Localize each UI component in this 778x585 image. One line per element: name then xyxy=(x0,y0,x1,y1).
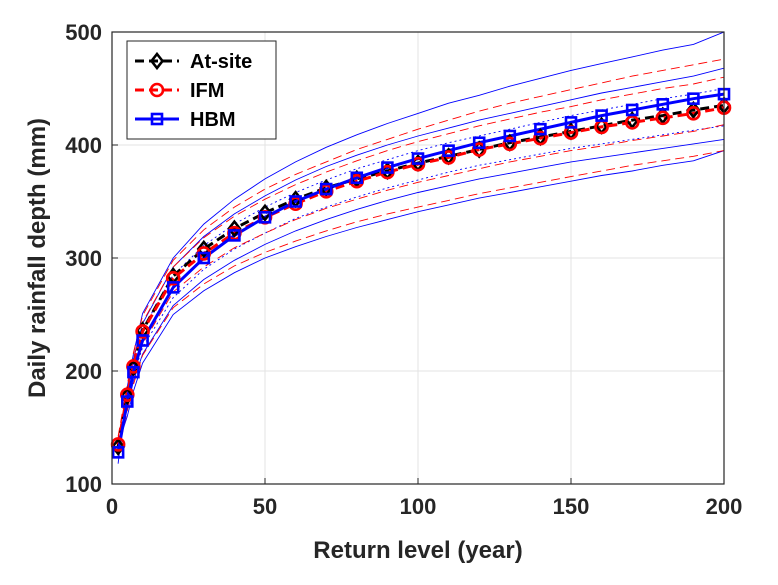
marker-hbm-point xyxy=(687,92,700,105)
marker-hbm-point xyxy=(656,98,670,111)
legend-label: HBM xyxy=(190,109,236,131)
marker-ifm-point xyxy=(165,271,181,286)
bound-line-0 xyxy=(117,32,724,464)
marker-at-site-point xyxy=(126,358,141,377)
marker-hbm-point xyxy=(625,103,639,117)
series-lines xyxy=(116,92,724,453)
y-tick-label: 400 xyxy=(65,133,102,158)
x-tick-label: 0 xyxy=(106,494,118,519)
x-axis-ticks: 0 50 100 150 200 xyxy=(106,478,742,519)
marker-hbm-point xyxy=(136,334,149,347)
marker-hbm-point xyxy=(595,109,608,122)
marker-hbm-point xyxy=(564,116,578,129)
y-axis-ticks: 100 200 300 400 500 xyxy=(65,20,118,497)
legend-marker-circle-icon xyxy=(149,82,165,98)
legend-item-at-site: At-site xyxy=(135,51,252,73)
uncertainty-bounds xyxy=(117,32,724,464)
x-tick-label: 50 xyxy=(253,494,277,519)
series-line-hbm xyxy=(116,92,724,453)
marker-hbm-point xyxy=(111,446,125,459)
y-tick-label: 200 xyxy=(65,359,102,384)
marker-hbm-point xyxy=(534,122,547,136)
legend-marker-square-icon xyxy=(150,112,164,126)
y-axis-label: Daily rainfall depth (mm) xyxy=(24,118,51,398)
marker-hbm-point xyxy=(472,136,486,150)
marker-hbm-point xyxy=(197,251,211,265)
marker-hbm-point xyxy=(319,182,333,196)
y-tick-label: 100 xyxy=(65,472,102,497)
x-tick-label: 150 xyxy=(553,494,590,519)
marker-hbm-point xyxy=(503,129,517,143)
marker-hbm-point xyxy=(289,195,302,208)
marker-hbm-point xyxy=(258,211,272,224)
legend-item-ifm: IFM xyxy=(135,80,224,102)
legend-label: At-site xyxy=(190,51,252,73)
x-axis-label: Return level (year) xyxy=(313,537,522,564)
marker-at-site-point xyxy=(110,437,126,456)
marker-at-site-point xyxy=(196,239,211,259)
marker-at-site-point xyxy=(257,203,273,222)
marker-ifm-point xyxy=(471,142,487,157)
marker-hbm-point xyxy=(350,171,364,185)
marker-ifm-point xyxy=(686,106,701,121)
legend-marker-diamond-icon xyxy=(149,51,165,71)
marker-hbm-point xyxy=(442,144,455,157)
marker-ifm-point xyxy=(655,110,671,126)
bound-line-8 xyxy=(117,124,724,450)
bound-line-6 xyxy=(117,58,724,437)
marker-ifm-point xyxy=(533,130,548,146)
bound-line-2 xyxy=(117,88,724,454)
marker-hbm-point xyxy=(127,365,140,379)
marker-hbm-point xyxy=(411,152,425,165)
y-tick-label: 300 xyxy=(65,246,102,271)
marker-hbm-point xyxy=(381,161,394,174)
marker-ifm-point xyxy=(502,136,518,152)
legend-label: IFM xyxy=(190,80,224,102)
marker-hbm-point xyxy=(228,229,241,242)
bound-line-4 xyxy=(117,138,724,448)
x-tick-label: 100 xyxy=(400,494,437,519)
x-tick-label: 200 xyxy=(706,494,743,519)
bound-line-7 xyxy=(117,76,724,439)
marker-ifm-point xyxy=(624,115,640,130)
marker-ifm-point xyxy=(135,324,150,339)
marker-at-site-point xyxy=(120,386,135,405)
series-line-ifm xyxy=(116,106,724,445)
bound-line-9 xyxy=(117,150,724,453)
marker-hbm-point xyxy=(121,395,134,408)
legend: At-site IFM HBM xyxy=(126,40,277,140)
legend-item-hbm: HBM xyxy=(135,109,236,131)
marker-hbm-point xyxy=(166,281,180,294)
bound-line-3 xyxy=(117,125,724,453)
series-markers xyxy=(110,87,732,459)
marker-ifm-point xyxy=(120,387,135,403)
bound-line-5 xyxy=(117,150,724,445)
marker-at-site-point xyxy=(227,219,242,238)
y-tick-label: 500 xyxy=(65,20,102,45)
marker-ifm-point xyxy=(441,150,456,165)
